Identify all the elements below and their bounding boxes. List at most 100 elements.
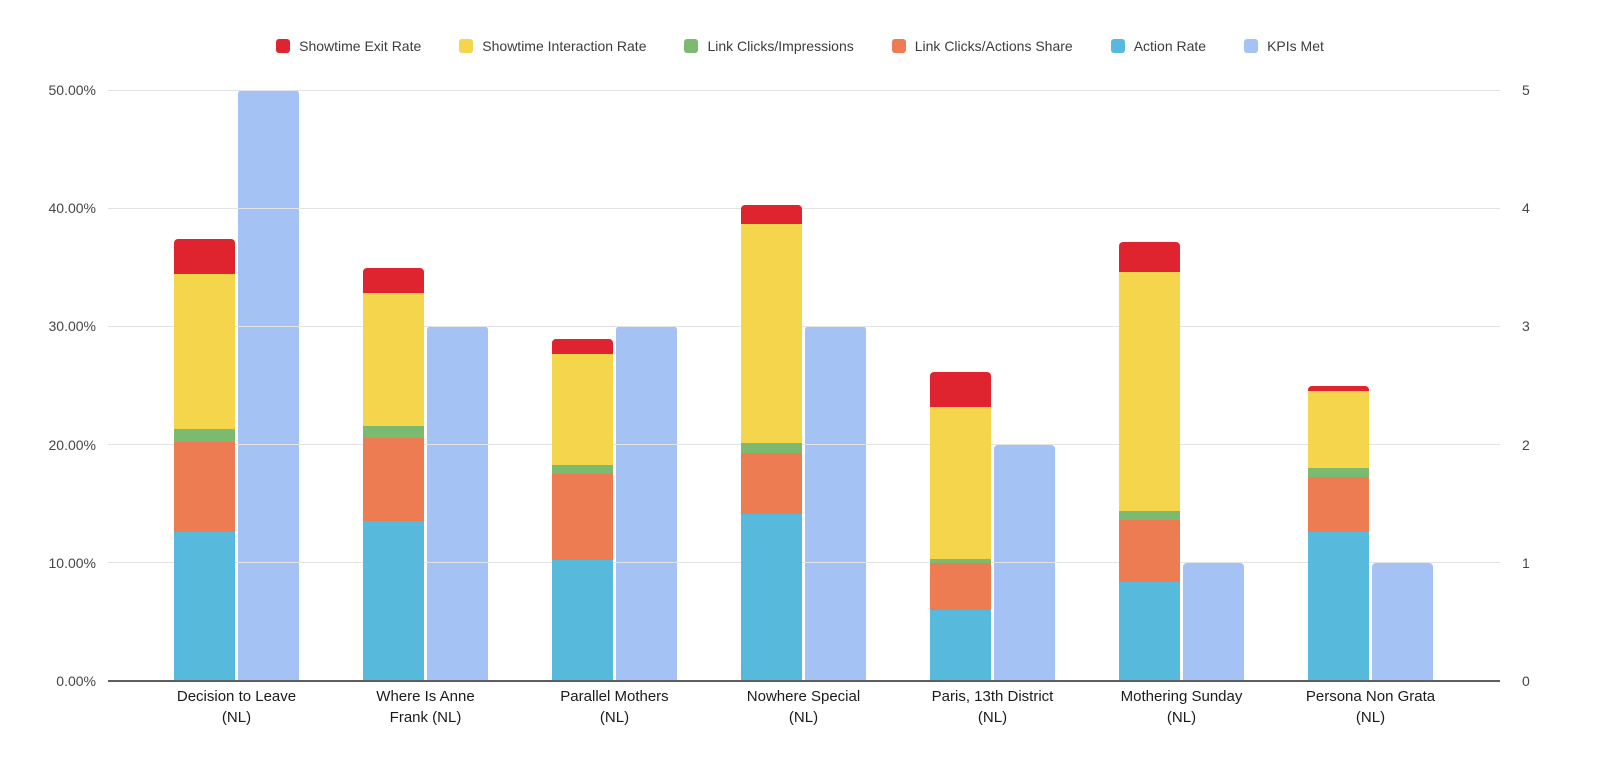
category-label-line: (NL) [1166,709,1197,726]
bar-segment-showtime-exit-rate[interactable] [1119,242,1180,273]
category-label-line: Nowhere Special [746,688,861,705]
bar-segment-action-rate[interactable] [741,514,802,681]
bar-segment-link-clicks-actions-share[interactable] [1119,520,1180,582]
category-label-line: Persona Non Grata [1305,688,1436,705]
gridline [108,444,1500,446]
legend: Showtime Exit Rate Showtime Interaction R… [0,36,1600,56]
bar-segment-link-clicks-impressions[interactable] [1119,510,1180,521]
bar-segment-showtime-exit-rate[interactable] [552,339,613,354]
right-axis-tick-label: 1 [1522,554,1530,571]
bar-segment-link-clicks-impressions[interactable] [930,559,991,563]
left-axis-tick-label: 50.00% [48,82,96,98]
bar-segment-showtime-interaction-rate[interactable] [363,293,424,426]
legend-label: KPIs Met [1267,38,1324,54]
left-axis-tick-label: 40.00% [48,200,96,217]
bar-kpis-met[interactable] [805,326,866,681]
legend-swatch-icon [276,39,291,53]
legend-item[interactable]: Action Rate [1110,38,1207,54]
left-axis-tick-label: 10.00% [48,554,96,571]
legend-label: Showtime Interaction Rate [482,38,647,54]
left-axis-tick-label: 30.00% [48,318,96,335]
legend-label: Action Rate [1133,38,1207,54]
gridline [108,325,1500,327]
bar-segment-action-rate[interactable] [552,560,613,681]
category-label-line: (NL) [788,709,819,726]
gridline [108,89,1500,91]
bar-kpis-met[interactable] [616,326,677,681]
legend-label: Showtime Exit Rate [299,38,422,54]
bar-segment-showtime-exit-rate[interactable] [363,268,424,294]
bar-segment-showtime-interaction-rate[interactable] [552,353,613,465]
legend-swatch-icon [891,39,906,53]
bar-segment-action-rate[interactable] [363,521,424,681]
bar-segment-showtime-exit-rate[interactable] [930,372,991,407]
bar-segment-link-clicks-actions-share[interactable] [1308,476,1369,533]
bar-segment-action-rate[interactable] [1119,581,1180,681]
category-label-line: Where Is Anne [376,688,475,705]
bar-segment-showtime-exit-rate[interactable] [174,238,235,275]
legend-item[interactable]: Showtime Interaction Rate [459,38,646,54]
right-axis-tick-label: 3 [1522,318,1530,335]
legend-swatch-icon [1110,39,1125,53]
category-label: Decision to Leave (NL) [143,686,331,728]
legend-item[interactable]: KPIs Met [1244,38,1324,54]
bar-segment-link-clicks-impressions[interactable] [552,464,613,475]
bar-segment-link-clicks-actions-share[interactable] [930,562,991,611]
bar-segment-link-clicks-impressions[interactable] [174,429,235,443]
category-label-line: Frank (NL) [389,709,462,726]
bar-segment-link-clicks-impressions[interactable] [1308,468,1369,477]
category-label: Mothering Sunday (NL) [1088,686,1276,728]
bar-segment-showtime-interaction-rate[interactable] [1119,272,1180,511]
category-label: Persona Non Grata (NL) [1277,686,1465,728]
category-label-line: (NL) [1355,709,1386,726]
legend-swatch-icon [459,39,474,53]
bar-segment-link-clicks-actions-share[interactable] [363,437,424,522]
category-label-line: (NL) [599,709,630,726]
bar-kpis-met[interactable] [1372,562,1433,681]
bar-segment-action-rate[interactable] [1308,532,1369,681]
category-label-line: Paris, 13th District [931,688,1054,705]
category-label-line: Mothering Sunday [1120,688,1243,705]
legend-label: Link Clicks/Impressions [707,38,854,54]
bar-kpis-met[interactable] [427,326,488,681]
right-axis-tick-label: 2 [1522,436,1530,453]
category-label-line: Decision to Leave [176,688,297,705]
category-label: Nowhere Special (NL) [710,686,898,728]
legend-item[interactable]: Link Clicks/Impressions [684,38,854,54]
bar-segment-link-clicks-actions-share[interactable] [552,474,613,561]
bar-segment-showtime-interaction-rate[interactable] [930,406,991,560]
category-label-line: Parallel Mothers [560,688,669,705]
bar-segment-showtime-exit-rate[interactable] [1308,385,1369,392]
bar-segment-link-clicks-impressions[interactable] [363,425,424,438]
legend-label: Link Clicks/Actions Share [914,38,1073,54]
bar-segment-link-clicks-impressions[interactable] [741,443,802,453]
bar-segment-showtime-interaction-rate[interactable] [1308,391,1369,469]
category-label-line: (NL) [977,709,1008,726]
category-label-line: (NL) [221,709,252,726]
bar-segment-action-rate[interactable] [174,532,235,681]
legend-swatch-icon [1244,39,1259,53]
right-axis-tick-label: 4 [1522,200,1530,217]
bar-segment-showtime-interaction-rate[interactable] [741,223,802,444]
bar-segment-link-clicks-actions-share[interactable] [741,452,802,515]
category-label: Where Is Anne Frank (NL) [332,686,520,728]
right-axis-tick-label: 5 [1522,82,1530,98]
bar-kpis-met[interactable] [238,90,299,681]
category-label: Paris, 13th District (NL) [899,686,1087,728]
legend-item[interactable]: Showtime Exit Rate [276,38,421,54]
x-axis-line [108,680,1500,682]
bar-segment-action-rate[interactable] [930,610,991,681]
bar-kpis-met[interactable] [1183,562,1244,681]
left-axis-tick-label: 20.00% [48,436,96,453]
bar-segment-link-clicks-actions-share[interactable] [174,442,235,533]
bar-segment-showtime-exit-rate[interactable] [741,204,802,224]
left-axis-tick-label: 0.00% [56,673,96,689]
gridline [108,562,1500,564]
bar-segment-showtime-interaction-rate[interactable] [174,274,235,430]
legend-item[interactable]: Link Clicks/Actions Share [891,38,1073,54]
category-label: Parallel Mothers (NL) [521,686,709,728]
right-axis-tick-label: 0 [1522,673,1530,689]
gridline [108,207,1500,209]
legend-swatch-icon [684,39,699,53]
